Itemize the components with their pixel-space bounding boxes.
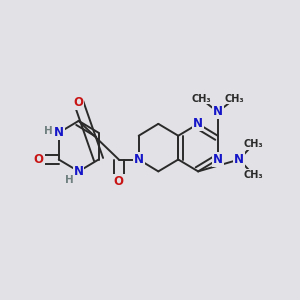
Text: N: N <box>193 117 203 130</box>
Text: N: N <box>213 106 223 118</box>
Text: N: N <box>134 153 144 166</box>
Text: H: H <box>44 126 52 136</box>
Text: O: O <box>74 96 84 109</box>
Text: H: H <box>65 175 74 185</box>
Text: CH₃: CH₃ <box>191 94 211 104</box>
Text: O: O <box>34 153 44 166</box>
Text: N: N <box>74 165 84 178</box>
Text: O: O <box>114 175 124 188</box>
Text: CH₃: CH₃ <box>225 94 244 104</box>
Text: N: N <box>213 153 223 166</box>
Text: CH₃: CH₃ <box>244 170 263 180</box>
Text: N: N <box>54 126 64 139</box>
Text: N: N <box>234 153 244 166</box>
Text: CH₃: CH₃ <box>244 139 263 149</box>
